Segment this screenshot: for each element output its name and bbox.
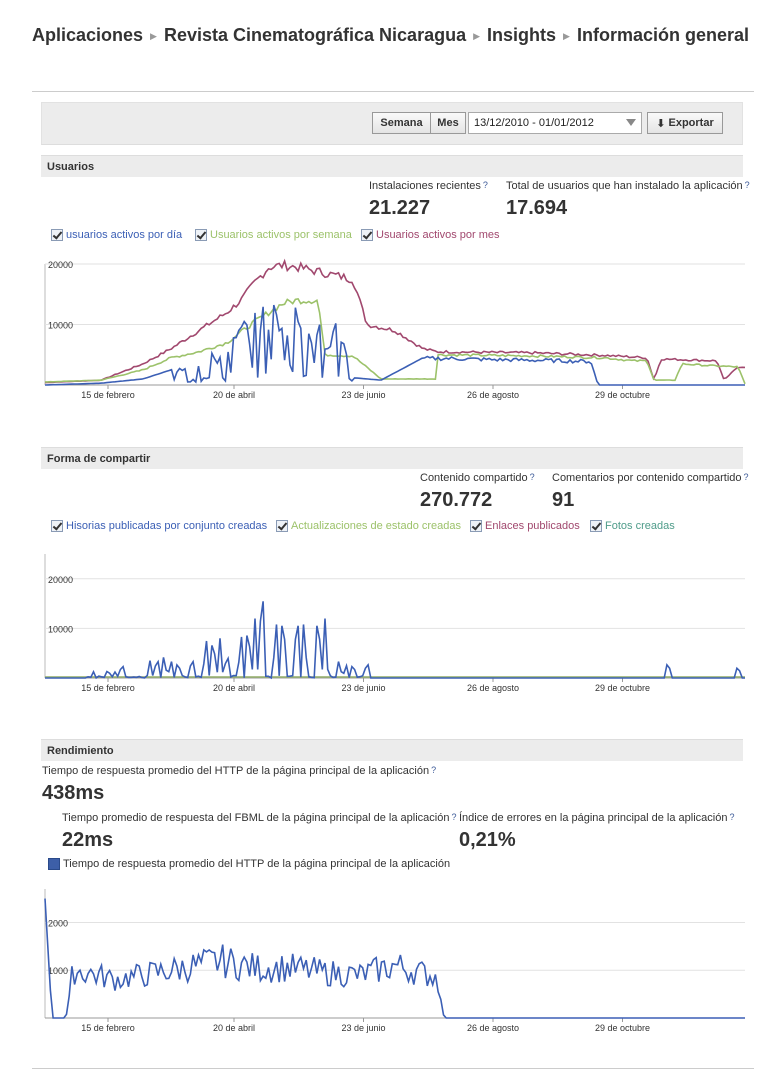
stat-label: Índice de errores en la página principal… (459, 812, 735, 824)
y-tick-label: 2000 (48, 918, 68, 928)
x-tick-label: 20 de abril (213, 683, 255, 693)
checkbox[interactable] (195, 229, 207, 241)
x-tick-label: 20 de abril (213, 390, 255, 400)
week-button[interactable]: Semana (372, 112, 431, 134)
download-icon: ⬇ (656, 117, 666, 130)
y-tick-label: 10000 (48, 624, 73, 634)
legend-item-links[interactable]: Enlaces publicados (470, 520, 580, 532)
stat-value: 91 (552, 489, 575, 511)
checkbox[interactable] (470, 520, 482, 532)
stat-value: 17.694 (506, 197, 568, 219)
checkbox[interactable] (276, 520, 288, 532)
date-range-select[interactable]: 13/12/2010 - 01/01/2012 (468, 112, 642, 134)
chevron-right-icon: ▶ (150, 31, 157, 41)
chart-rendimiento: 2000 1000 15 de febrero 20 de abril 23 de ju… (44, 889, 745, 1033)
legend-item-daily[interactable]: usuarios activos por día (51, 229, 182, 241)
legend-item-stories[interactable]: Hisorias publicadas por conjunto creadas (51, 520, 267, 532)
stat-label: Instalaciones recientes? (369, 180, 488, 192)
x-tick-label: 15 de febrero (81, 390, 135, 400)
series-line (45, 298, 746, 385)
help-icon[interactable]: ? (529, 472, 535, 482)
checkbox[interactable] (51, 229, 63, 241)
x-tick-label: 23 de junio (341, 1023, 385, 1033)
stat-value: 22ms (62, 829, 114, 851)
checkbox[interactable] (361, 229, 373, 241)
breadcrumb: Aplicaciones ▶ Revista Cinematográfica Nic… (32, 24, 752, 50)
x-tick-label: 23 de junio (341, 390, 385, 400)
series-line (45, 601, 745, 680)
stat-value: 438ms (42, 782, 105, 804)
section-header-usuarios: Usuarios (41, 155, 743, 177)
y-tick-label: 20000 (48, 260, 73, 270)
x-tick-label: 20 de abril (213, 1023, 255, 1033)
x-tick-label: 29 de octubre (595, 683, 650, 693)
help-icon[interactable]: ? (482, 180, 488, 190)
legend-item-weekly[interactable]: Usuarios activos por semana (195, 229, 352, 241)
x-tick-label: 15 de febrero (81, 683, 135, 693)
x-tick-label: 26 de agosto (467, 683, 519, 693)
x-tick-label: 15 de febrero (81, 1023, 135, 1033)
x-tick-label: 29 de octubre (595, 390, 650, 400)
y-tick-label: 20000 (48, 575, 73, 585)
x-tick-label: 29 de octubre (595, 1023, 650, 1033)
export-label: Exportar (668, 117, 714, 129)
series-line (44, 898, 745, 1019)
checkbox[interactable] (590, 520, 602, 532)
legend-item-monthly[interactable]: Usuarios activos por mes (361, 229, 500, 241)
x-tick-label: 26 de agosto (467, 1023, 519, 1033)
chart-compartir: 20000 10000 15 de febrero 20 de abril 23 de … (44, 554, 745, 693)
stat-value: 270.772 (420, 489, 493, 511)
x-tick-label: 23 de junio (341, 683, 385, 693)
stat-value: 21.227 (369, 197, 431, 219)
legend-item-http[interactable]: Tiempo de respuesta promedio del HTTP de… (48, 858, 450, 870)
y-tick-label: 1000 (48, 966, 68, 976)
legend-item-status[interactable]: Actualizaciones de estado creadas (276, 520, 461, 532)
x-tick-label: 26 de agosto (467, 390, 519, 400)
breadcrumb-item-insights[interactable]: Insights (487, 25, 557, 45)
stat-label: Tiempo promedio de respuesta del FBML de… (62, 812, 457, 824)
breadcrumb-item-app[interactable]: Revista Cinematográfica Nicaragua (163, 25, 467, 45)
legend-swatch (48, 858, 60, 870)
date-range-value: 13/12/2010 - 01/01/2012 (474, 117, 594, 129)
section-header-rendimiento: Rendimiento (41, 739, 743, 761)
legend-item-photos[interactable]: Fotos creadas (590, 520, 675, 532)
series-line (44, 304, 745, 386)
chevron-right-icon: ▶ (563, 31, 570, 41)
export-button[interactable]: ⬇ Exportar (647, 112, 723, 134)
divider (32, 1068, 754, 1069)
y-tick-label: 10000 (48, 321, 73, 331)
help-icon[interactable]: ? (431, 765, 437, 775)
stat-label: Comentarios por contenido compartido? (552, 472, 749, 484)
help-icon[interactable]: ? (451, 812, 457, 822)
page-title: Información general (576, 25, 749, 45)
stat-label: Tiempo de respuesta promedio del HTTP de… (42, 765, 437, 777)
section-header-compartir: Forma de compartir (41, 447, 743, 469)
chevron-down-icon (626, 119, 636, 126)
help-icon[interactable]: ? (743, 472, 749, 482)
stat-label: Contenido compartido? (420, 472, 535, 484)
divider (32, 91, 754, 92)
checkbox[interactable] (51, 520, 63, 532)
series-line (44, 258, 746, 384)
month-button[interactable]: Mes (431, 112, 466, 134)
stat-value: 0,21% (459, 829, 516, 851)
chevron-right-icon: ▶ (473, 31, 481, 41)
chart-usuarios: 20000 10000 15 de febrero 20 de abril 23 de … (44, 258, 746, 400)
help-icon[interactable]: ? (744, 180, 750, 190)
stat-label: Total de usuarios que han instalado la a… (506, 180, 750, 192)
breadcrumb-item-aplicaciones[interactable]: Aplicaciones (32, 25, 144, 45)
help-icon[interactable]: ? (729, 812, 735, 822)
